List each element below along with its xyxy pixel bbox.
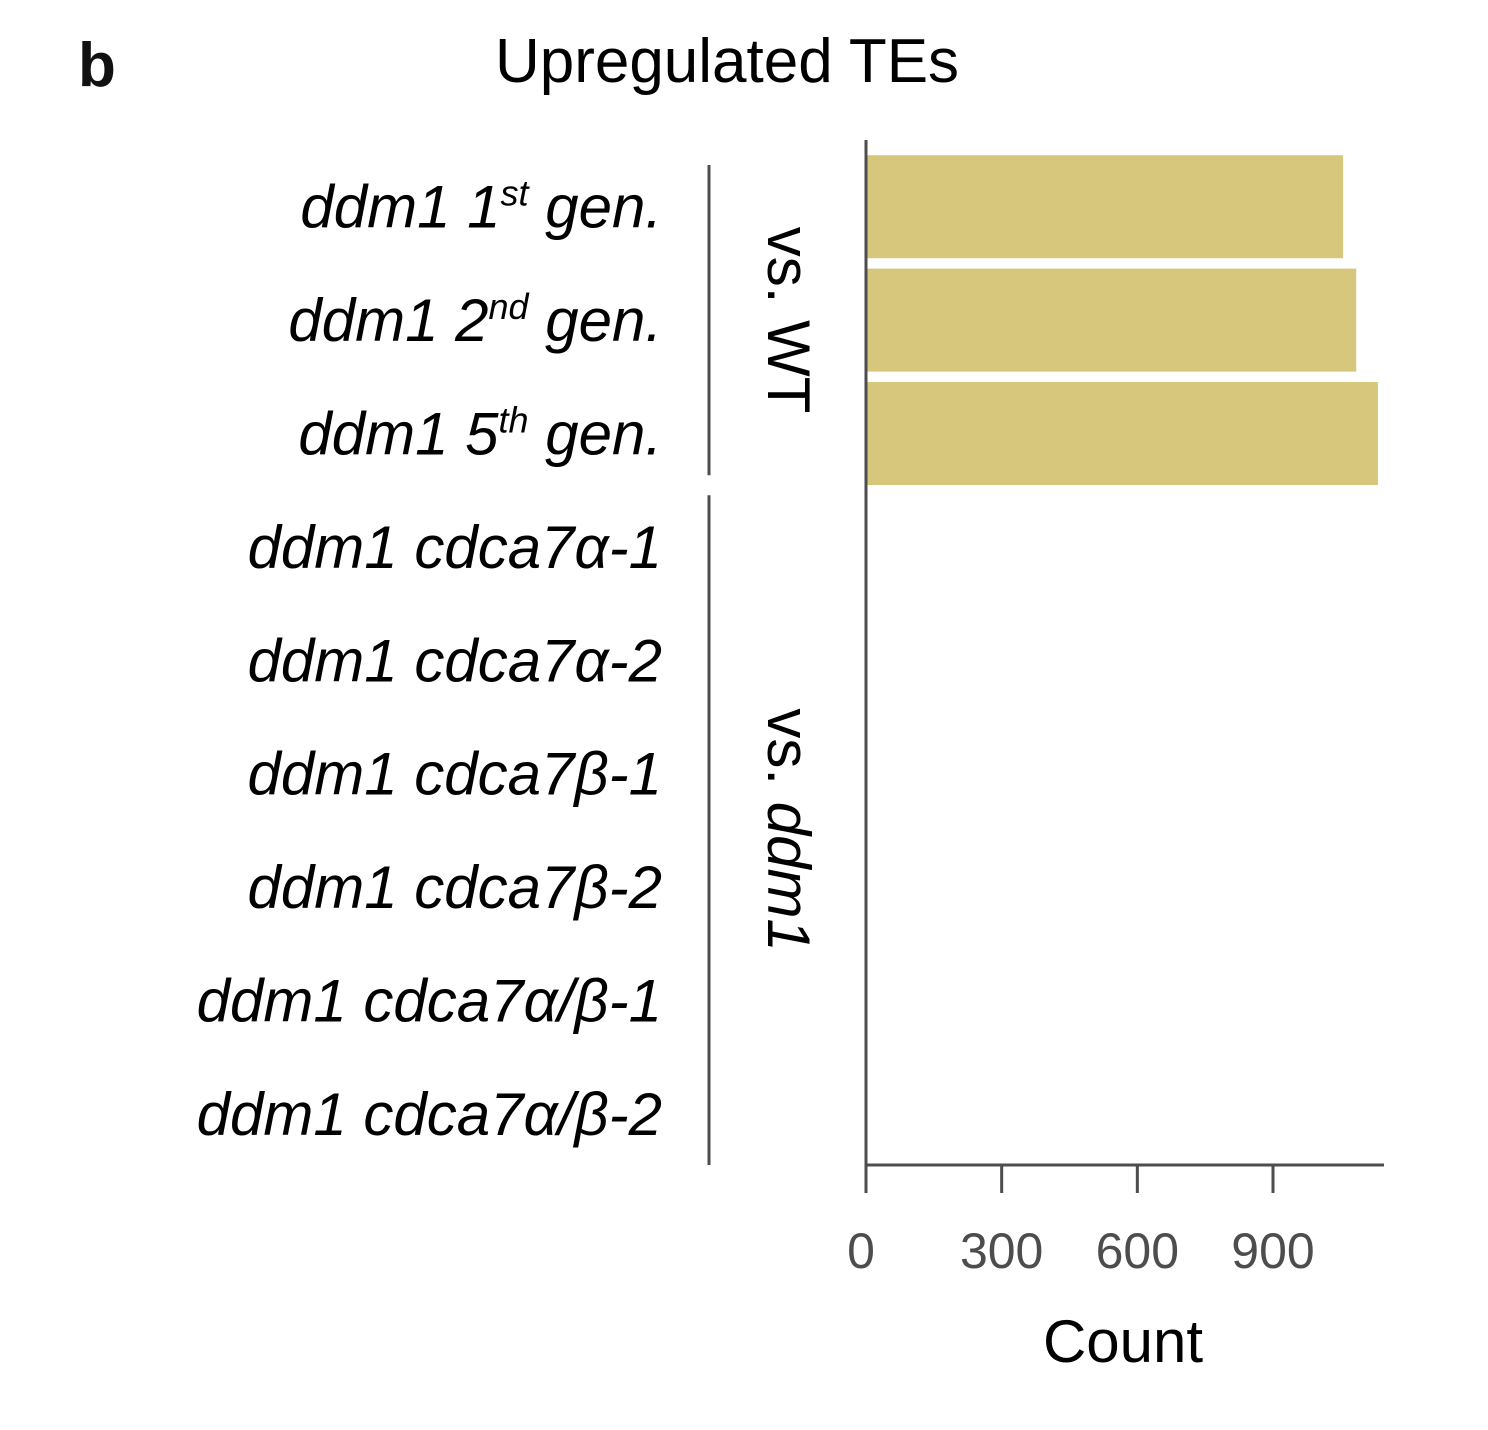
label-tail: gen. [529,174,662,241]
label-main: ddm1 cdca7α/β-2 [197,1081,662,1148]
label-main: ddm1 1 [300,174,500,241]
category-label: ddm1 cdca7α-1 [248,514,662,581]
group-label: vs. ddm1 [755,708,822,951]
bar [866,268,1357,372]
x-tick-label: 300 [960,1223,1043,1279]
panel-letter: b [78,31,116,100]
label-superscript: st [501,173,531,214]
x-tick-label: 600 [1096,1223,1179,1279]
x-tick-label: 900 [1231,1223,1314,1279]
category-label: ddm1 cdca7α/β-2 [197,1081,662,1148]
category-label: ddm1 cdca7α/β-1 [197,968,662,1035]
bar [866,155,1344,259]
label-main: ddm1 cdca7α/β-1 [197,968,662,1035]
bar [866,382,1378,485]
chart-title: Upregulated TEs [495,27,959,96]
category-label: ddm1 cdca7β-1 [248,741,663,808]
label-main: ddm1 cdca7α-2 [248,627,662,694]
category-label: ddm1 cdca7α-2 [248,627,662,694]
label-tail: gen. [529,401,662,468]
label-main: ddm1 cdca7β-1 [248,741,663,808]
label-superscript: th [499,400,529,441]
group-label: vs. WT [755,227,822,414]
label-tail: gen. [529,287,662,354]
category-label: ddm1 1st gen. [300,173,662,241]
label-main: ddm1 cdca7β-2 [248,854,663,921]
category-label: ddm1 5th gen. [298,400,662,468]
x-tick-label: 0 [847,1223,875,1279]
x-axis-label: Count [1043,1308,1203,1375]
category-label: ddm1 cdca7β-2 [248,854,663,921]
category-label: ddm1 2nd gen. [288,286,662,354]
label-main: ddm1 cdca7α-1 [248,514,662,581]
label-main: ddm1 2 [288,287,488,354]
label-superscript: nd [489,286,530,327]
label-main: ddm1 5 [298,401,499,468]
